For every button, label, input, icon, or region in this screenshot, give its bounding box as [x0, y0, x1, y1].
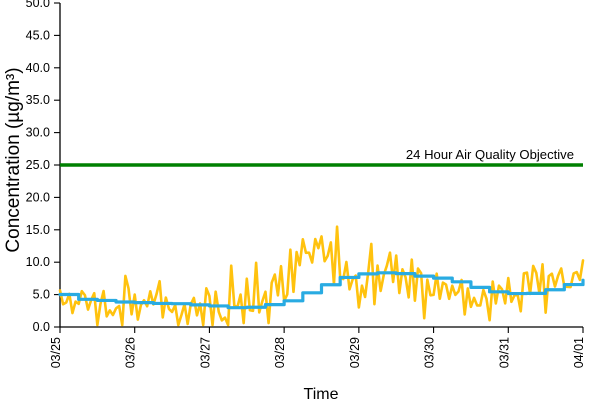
- svg-text:04/01: 04/01: [572, 337, 586, 368]
- svg-text:5.0: 5.0: [33, 288, 50, 302]
- svg-text:15.0: 15.0: [26, 223, 50, 237]
- svg-text:0.0: 0.0: [33, 320, 50, 334]
- svg-text:24 Hour Air Quality Objective: 24 Hour Air Quality Objective: [406, 147, 574, 162]
- svg-text:03/25: 03/25: [49, 337, 63, 368]
- svg-text:10.0: 10.0: [26, 255, 50, 269]
- svg-text:Concentration (µg/m³): Concentration (µg/m³): [3, 67, 24, 252]
- svg-text:25.0: 25.0: [26, 158, 50, 172]
- svg-text:03/31: 03/31: [497, 337, 511, 368]
- svg-text:03/27: 03/27: [198, 337, 212, 368]
- svg-text:35.0: 35.0: [26, 93, 50, 107]
- svg-text:03/28: 03/28: [273, 337, 287, 368]
- svg-text:03/26: 03/26: [124, 337, 138, 368]
- svg-text:40.0: 40.0: [26, 61, 50, 75]
- svg-text:03/29: 03/29: [348, 337, 362, 368]
- svg-text:Time: Time: [304, 386, 339, 400]
- svg-text:45.0: 45.0: [26, 28, 50, 42]
- svg-text:20.0: 20.0: [26, 190, 50, 204]
- svg-text:30.0: 30.0: [26, 126, 50, 140]
- svg-text:03/30: 03/30: [423, 337, 437, 368]
- svg-text:50.0: 50.0: [26, 0, 50, 10]
